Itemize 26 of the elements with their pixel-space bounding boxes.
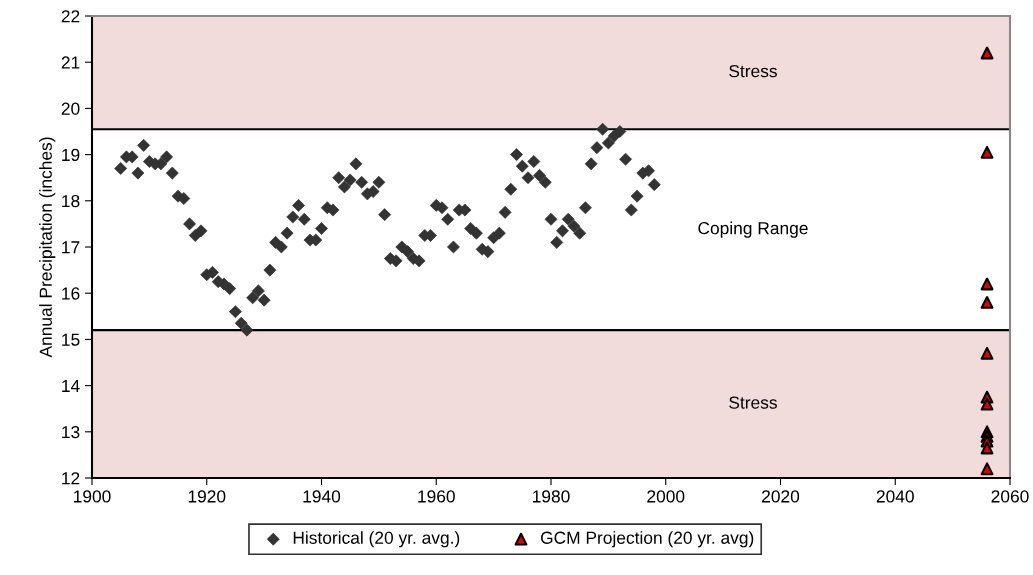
band-label: Stress [729, 64, 777, 78]
x-tick-label: 1940 [303, 490, 341, 503]
x-tick-label: 2000 [647, 490, 685, 503]
x-tick-label: 2060 [991, 490, 1029, 503]
legend-label: GCM Projection (20 yr. avg) [540, 531, 754, 548]
y-axis-title: Annual Precipitation (inches) [39, 137, 56, 358]
legend-label: Historical (20 yr. avg.) [293, 531, 460, 548]
y-tick-label: 20 [61, 102, 80, 115]
y-tick-label: 21 [61, 56, 80, 69]
y-tick-label: 16 [62, 287, 80, 300]
x-tick-label: 2020 [762, 490, 800, 503]
y-tick-label: 13 [62, 425, 80, 439]
y-tick-label: 15 [62, 333, 80, 346]
x-tick-label: 1960 [418, 490, 455, 503]
annotation: Coping Range [698, 221, 808, 238]
band-label: Stress [729, 396, 777, 409]
y-tick-label: 12 [62, 472, 80, 485]
x-tick-label: 1920 [188, 490, 226, 503]
y-tick-label: 19 [62, 148, 80, 162]
x-tick-label: 1900 [74, 490, 111, 503]
x-tick-label: 1980 [533, 490, 570, 503]
y-tick-label: 18 [62, 194, 80, 208]
y-tick-label: 14 [62, 379, 80, 392]
y-tick-label: 17 [62, 241, 80, 254]
y-tick-label: 22 [61, 10, 80, 23]
x-tick-label: 2040 [876, 490, 914, 503]
